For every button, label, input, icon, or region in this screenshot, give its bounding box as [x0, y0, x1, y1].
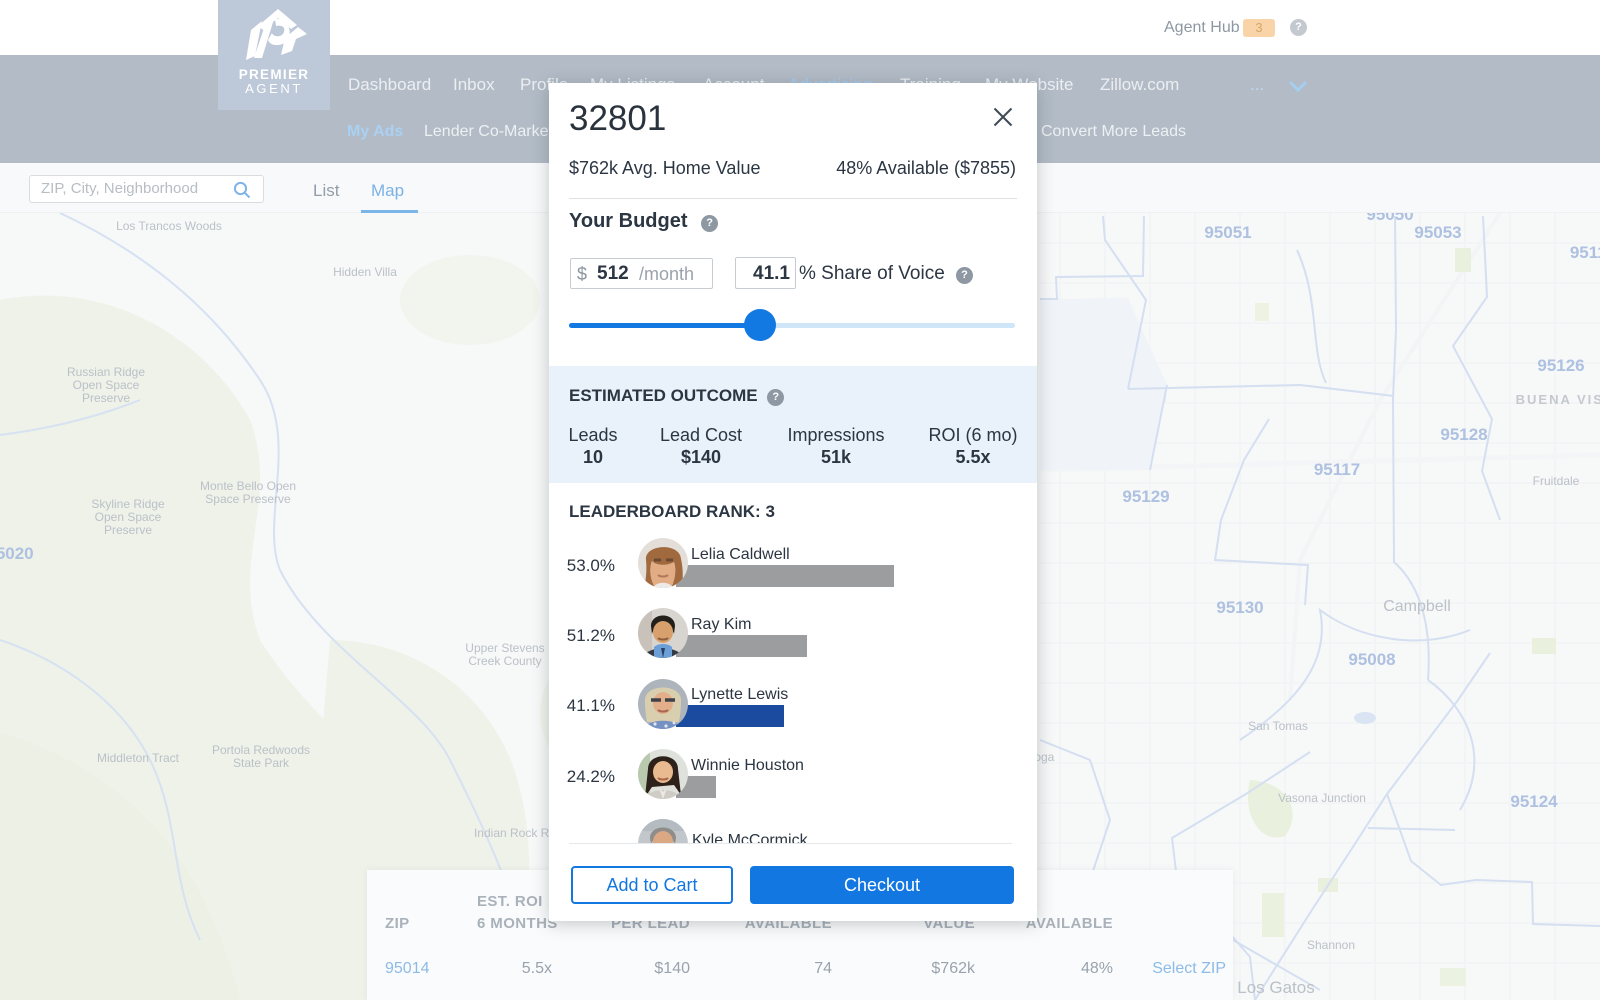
svg-text:95126: 95126 — [1537, 356, 1584, 375]
svg-text:Campbell: Campbell — [1383, 598, 1451, 615]
svg-text:95112: 95112 — [1570, 243, 1600, 262]
svg-text:Portola Redwoods: Portola Redwoods — [212, 743, 310, 757]
svg-text:Open Space: Open Space — [95, 510, 162, 524]
svg-text:AGENT: AGENT — [245, 81, 303, 96]
svg-text:Indian Rock Ri: Indian Rock Ri — [474, 826, 552, 840]
svg-text:95124: 95124 — [1510, 792, 1558, 811]
svg-text:Upper Stevens: Upper Stevens — [465, 641, 544, 655]
svg-text:State Park: State Park — [233, 756, 290, 770]
svg-text:Shannon: Shannon — [1307, 938, 1355, 952]
svg-text:95130: 95130 — [1216, 598, 1263, 617]
svg-text:Middleton Tract: Middleton Tract — [97, 751, 180, 765]
svg-text:95008: 95008 — [1348, 650, 1395, 669]
svg-text:Open Space: Open Space — [73, 378, 140, 392]
svg-text:Preserve: Preserve — [82, 391, 130, 405]
svg-text:95050: 95050 — [1366, 213, 1413, 224]
svg-text:95051: 95051 — [1204, 223, 1251, 242]
svg-text:Los Trancos Woods: Los Trancos Woods — [116, 219, 222, 233]
svg-text:Preserve: Preserve — [104, 523, 152, 537]
svg-text:Los Gatos: Los Gatos — [1237, 978, 1315, 997]
svg-text:Space Preserve: Space Preserve — [205, 492, 291, 506]
svg-text:Hidden Villa: Hidden Villa — [333, 265, 397, 279]
svg-text:Fruitdale: Fruitdale — [1533, 474, 1580, 488]
svg-text:Russian Ridge: Russian Ridge — [67, 365, 145, 379]
svg-text:Vasona Junction: Vasona Junction — [1278, 791, 1366, 805]
svg-text:95117: 95117 — [1314, 460, 1360, 479]
svg-text:San Tomas: San Tomas — [1248, 719, 1308, 733]
svg-text:BUENA VISTA: BUENA VISTA — [1516, 392, 1600, 407]
svg-text:95128: 95128 — [1440, 425, 1487, 444]
svg-text:95020: 95020 — [0, 544, 34, 563]
svg-text:Skyline Ridge: Skyline Ridge — [91, 497, 165, 511]
svg-text:95129: 95129 — [1122, 487, 1169, 506]
svg-text:Creek County: Creek County — [468, 654, 541, 668]
svg-text:Monte Bello Open: Monte Bello Open — [200, 479, 296, 493]
svg-text:95053: 95053 — [1414, 223, 1461, 242]
svg-text:PREMIER: PREMIER — [239, 67, 310, 82]
